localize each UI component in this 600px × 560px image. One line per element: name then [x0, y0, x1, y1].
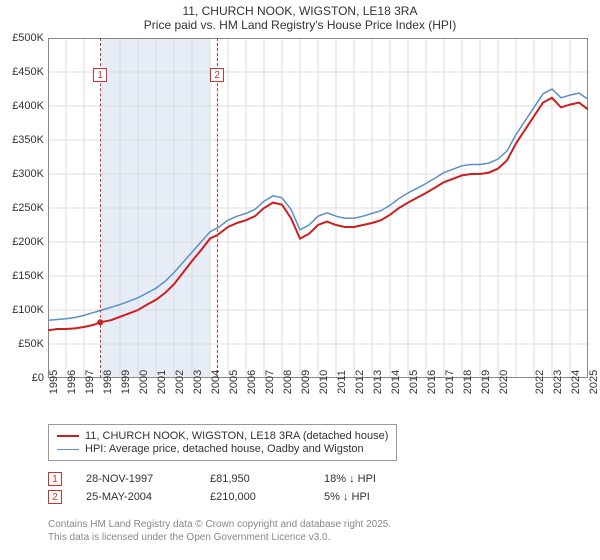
x-tick-label: 2023 [552, 370, 564, 394]
y-tick-label: £300K [12, 168, 44, 180]
x-tick-label: 2002 [174, 370, 186, 394]
y-axis: £0£50K£100K£150K£200K£250K£300K£350K£400… [0, 38, 48, 378]
y-tick-label: £0 [32, 372, 44, 384]
x-tick-label: 2010 [318, 370, 330, 394]
series-subject [48, 98, 588, 331]
legend-label: 11, CHURCH NOOK, WIGSTON, LE18 3RA (deta… [85, 430, 388, 442]
x-tick-label: 2017 [444, 370, 456, 394]
x-tick-label: 2008 [282, 370, 294, 394]
legend-swatch [57, 435, 79, 437]
sale-row-marker: 1 [48, 472, 62, 486]
x-tick-label: 1998 [102, 370, 114, 394]
sale-row-price: £81,950 [210, 473, 300, 485]
x-tick-label: 2018 [462, 370, 474, 394]
sale-row-date: 28-NOV-1997 [86, 473, 186, 485]
x-tick-label: 2015 [408, 370, 420, 394]
sale-marker-box: 2 [210, 68, 224, 82]
y-tick-label: £150K [12, 270, 44, 282]
sale-row-date: 25-MAY-2004 [86, 491, 186, 503]
x-tick-label: 2005 [228, 370, 240, 394]
footer-line2: This data is licensed under the Open Gov… [48, 531, 391, 544]
legend-swatch [57, 449, 79, 450]
y-tick-label: £200K [12, 236, 44, 248]
legend-label: HPI: Average price, detached house, Oadb… [85, 443, 364, 455]
x-tick-label: 2006 [246, 370, 258, 394]
plot-area: 12 [48, 38, 588, 378]
x-tick-label: 1995 [48, 370, 60, 394]
y-tick-label: £450K [12, 66, 44, 78]
footer-line1: Contains HM Land Registry data © Crown c… [48, 518, 391, 531]
x-tick-label: 2019 [480, 370, 492, 394]
y-tick-label: £250K [12, 202, 44, 214]
x-tick-label: 2003 [192, 370, 204, 394]
x-tick-label: 2022 [534, 370, 546, 394]
legend-item: 11, CHURCH NOOK, WIGSTON, LE18 3RA (deta… [57, 430, 388, 442]
legend-item: HPI: Average price, detached house, Oadb… [57, 443, 388, 455]
y-tick-label: £500K [12, 32, 44, 44]
y-tick-label: £400K [12, 100, 44, 112]
sale-row-price: £210,000 [210, 491, 300, 503]
x-tick-label: 2020 [498, 370, 510, 394]
x-tick-label: 2024 [570, 370, 582, 394]
title-block: 11, CHURCH NOOK, WIGSTON, LE18 3RA Price… [0, 0, 600, 32]
x-tick-label: 1999 [120, 370, 132, 394]
x-tick-label: 2000 [138, 370, 150, 394]
series-lines [48, 38, 588, 378]
x-tick-label: 2011 [336, 370, 348, 394]
x-tick-label: 2004 [210, 370, 222, 394]
x-tick-label: 2013 [372, 370, 384, 394]
chart: £0 £50K £100K £150K £200K £250K £300K £350K £400… [0, 38, 600, 418]
legend: 11, CHURCH NOOK, WIGSTON, LE18 3RA (deta… [48, 424, 397, 461]
sale-row: 2 25-MAY-2004 £210,000 5% ↓ HPI [48, 490, 414, 504]
sale-row-marker: 2 [48, 490, 62, 504]
title-address: 11, CHURCH NOOK, WIGSTON, LE18 3RA [0, 4, 600, 18]
sale-marker-line [217, 38, 218, 378]
x-tick-label: 2025 [588, 370, 600, 394]
x-tick-label: 1996 [66, 370, 78, 394]
y-tick-label: £50K [18, 338, 44, 350]
sale-row-delta: 5% ↓ HPI [324, 491, 414, 503]
x-tick-label: 2009 [300, 370, 312, 394]
x-tick-label: 2007 [264, 370, 276, 394]
y-tick-label: £350K [12, 134, 44, 146]
x-tick-label: 2012 [354, 370, 366, 394]
x-tick-label: 2016 [426, 370, 438, 394]
sale-row-delta: 18% ↓ HPI [324, 473, 414, 485]
title-subtitle: Price paid vs. HM Land Registry's House … [0, 18, 600, 32]
series-hpi [48, 89, 588, 320]
x-tick-label: 2001 [156, 370, 168, 394]
x-tick-label: 1997 [84, 370, 96, 394]
y-tick-label: £100K [12, 304, 44, 316]
sale-marker-box: 1 [93, 68, 107, 82]
x-tick-label: 2014 [390, 370, 402, 394]
sale-marker-line [100, 38, 101, 378]
footer-attribution: Contains HM Land Registry data © Crown c… [48, 518, 391, 544]
sale-row: 1 28-NOV-1997 £81,950 18% ↓ HPI [48, 472, 414, 486]
x-axis: 1995199619971998199920002001200220032004… [48, 378, 588, 418]
sales-table: 1 28-NOV-1997 £81,950 18% ↓ HPI 2 25-MAY-2004… [48, 468, 414, 508]
